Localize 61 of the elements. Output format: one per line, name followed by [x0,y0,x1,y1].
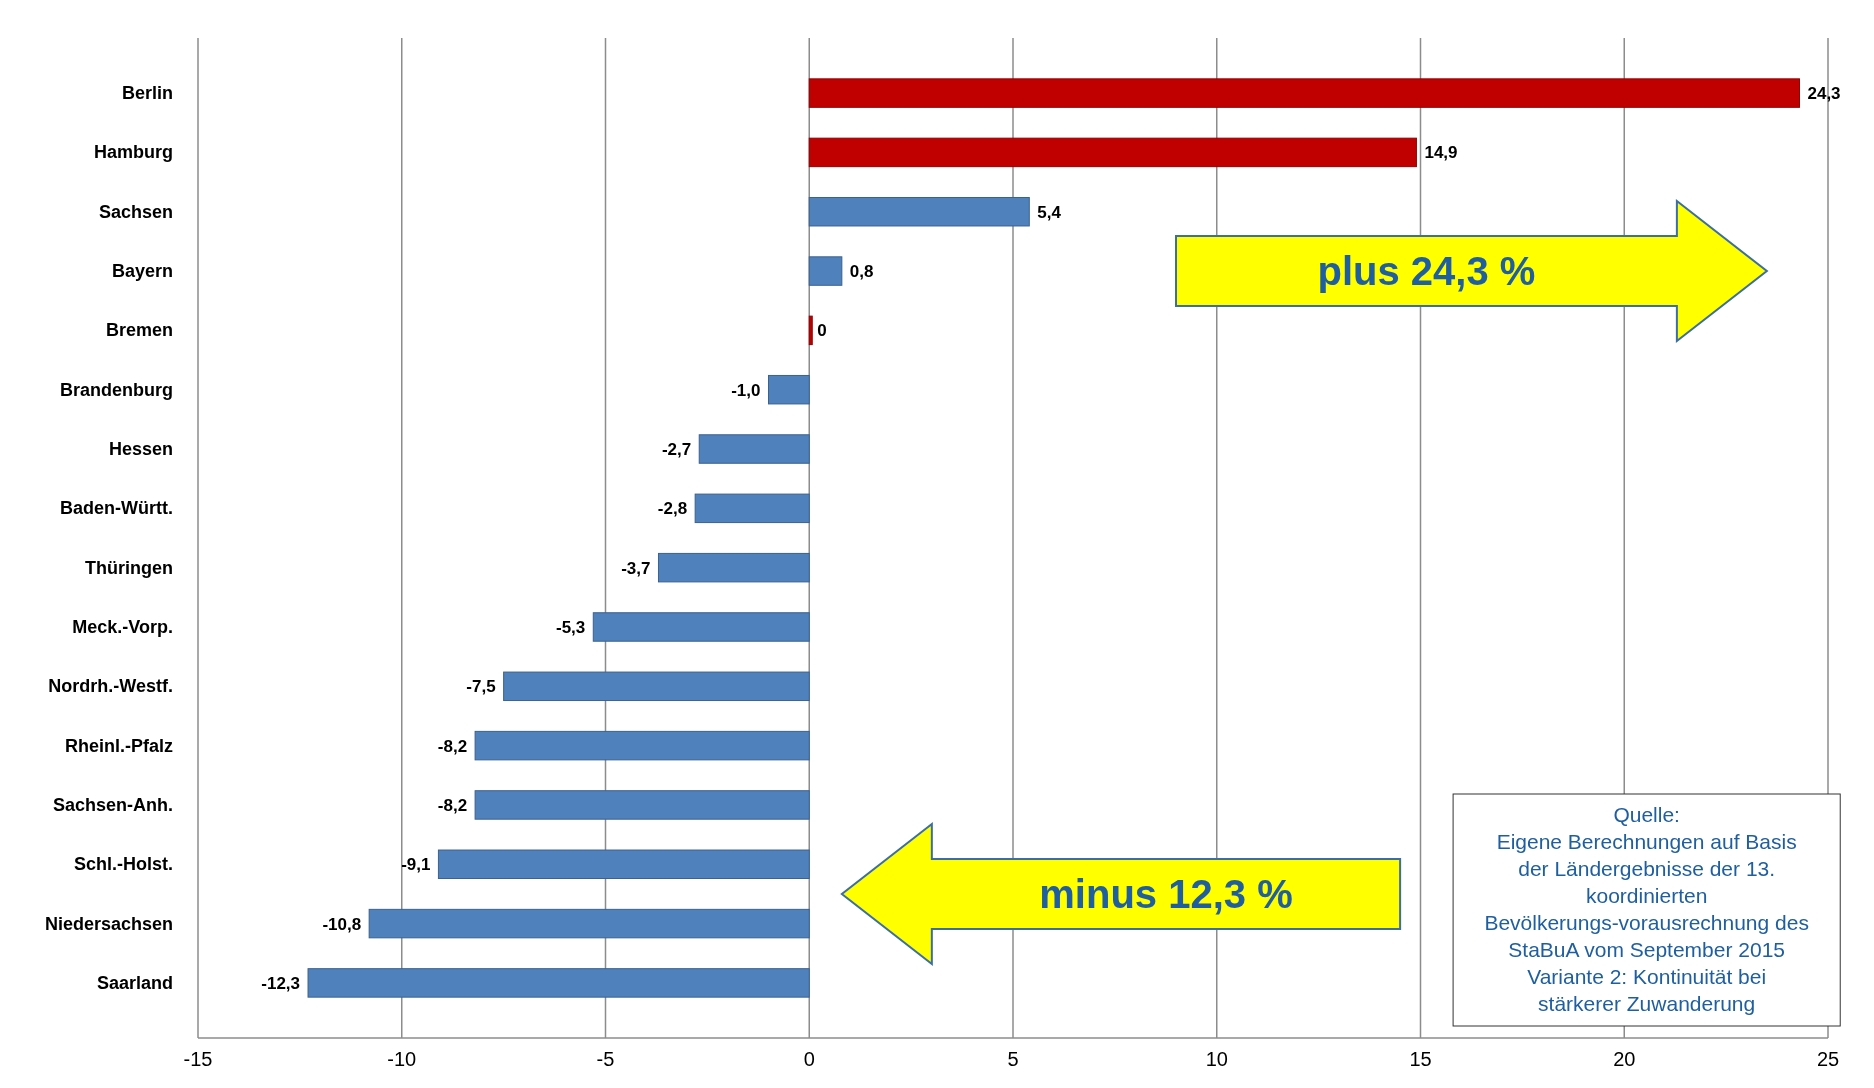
data-label: -2,7 [661,440,692,460]
data-label: 0 [817,321,827,341]
bar [808,137,1417,168]
bar [768,374,810,405]
x-tick-label: 5 [1007,1048,1019,1070]
data-label: -9,1 [401,855,431,875]
y-tick-label: Meck.-Vorp. [72,616,173,637]
bar [503,671,810,702]
y-tick-label: Schl.-Holst. [73,854,173,875]
y-tick-label: Hamburg [93,142,173,163]
x-tick-label: -5 [596,1048,615,1070]
x-tick-label: 0 [803,1048,815,1070]
x-tick-label: 20 [1613,1048,1636,1070]
y-tick-label: Bremen [105,320,173,341]
y-tick-label: Sachsen-Anh. [52,794,173,815]
bar [808,78,1800,108]
y-tick-label: Nordrh.-Westf. [48,676,173,697]
annotation: plus 24,3 % [1317,249,1536,294]
bar [694,493,810,524]
y-tick-label: Hessen [108,439,173,460]
bar [368,908,810,939]
y-tick-label: Bayern [111,261,173,282]
bar [808,256,843,286]
y-tick-label: Berlin [121,83,173,104]
y-tick-label: Sachsen [98,201,173,222]
annotation: Variante 2: Kontinuität bei stärkerer Zuwanderung [1527,965,1767,1015]
x-tick-label: 25 [1816,1048,1840,1070]
y-tick-label: Niedersachsen [44,913,173,934]
bar [437,849,810,880]
x-tick-label: -10 [387,1048,417,1070]
annotation: Eigene Berechnungen auf Basis der Ländergebnisse der 13. koordinierten Bevölkerungs-vorausrechnung des StaBuA vom September 2015 [1484,830,1809,961]
bar [307,968,810,998]
y-tick-label: Brandenburg [59,379,173,400]
annotation: Quelle: [1613,803,1680,826]
data-label: -1,0 [731,380,761,400]
data-label: 5,4 [1037,202,1062,222]
x-tick-label: 10 [1205,1048,1228,1070]
bar [808,196,1030,227]
data-label: 0,8 [849,262,874,282]
x-tick-label: 15 [1409,1048,1432,1070]
y-tick-label: Baden-Württ. [60,498,173,519]
bar [474,790,810,820]
data-label: -10,8 [322,914,362,934]
x-tick-label: -15 [183,1048,213,1070]
data-label: -5,3 [555,617,586,637]
data-label: -7,5 [466,677,496,697]
y-tick-label: Rheinl.-Pfalz [64,735,173,756]
data-label: 14,9 [1424,143,1458,163]
data-label: -8,2 [437,795,468,815]
annotation: minus 12,3 % [1039,871,1293,916]
data-label: -2,8 [657,499,688,519]
y-tick-label: Thüringen [85,557,173,578]
data-label: -8,2 [437,736,468,756]
bar [698,434,810,464]
y-tick-label: Saarland [96,972,173,993]
bar [657,552,810,583]
bar [592,612,810,642]
data-label: 24,3 [1807,84,1841,104]
data-label: -12,3 [261,973,301,993]
data-label: -3,7 [621,558,651,578]
bar [474,730,810,761]
